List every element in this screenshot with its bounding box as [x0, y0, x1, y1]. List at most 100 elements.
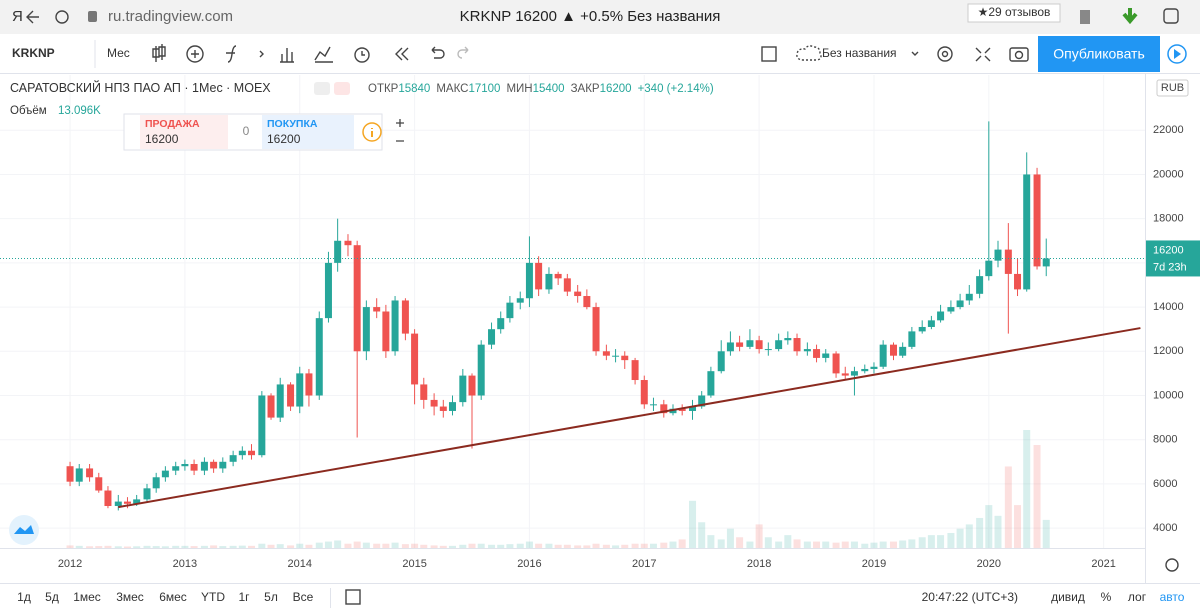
volume-bar: [516, 543, 524, 548]
candle-body: [497, 318, 505, 330]
buy-price[interactable]: 16200: [267, 132, 301, 146]
close-value: 16200: [600, 83, 632, 95]
volume-bar: [75, 545, 83, 548]
publish-label[interactable]: Опубликовать: [1053, 46, 1145, 62]
low-value: 15400: [533, 83, 565, 95]
sell-label[interactable]: ПРОДАЖА: [145, 118, 200, 130]
range-button[interactable]: 1д: [17, 590, 31, 604]
url[interactable]: ru.tradingview.com: [108, 8, 233, 25]
settings-icon[interactable]: [1165, 558, 1179, 572]
range-button[interactable]: 3мес: [116, 590, 144, 604]
price-label-box: [1146, 240, 1200, 277]
candle-body: [822, 353, 830, 358]
x-tick-label: 2018: [747, 558, 771, 570]
tool-icons[interactable]: [152, 44, 1029, 63]
extension-icon[interactable]: [1163, 8, 1179, 24]
y-tick-label: 20000: [1153, 168, 1184, 180]
candle-body: [181, 464, 189, 467]
candle-body: [698, 395, 706, 407]
candle-body: [468, 375, 476, 396]
candle-body: [889, 344, 897, 356]
volume-bar: [143, 545, 151, 548]
high-label: МАКС: [436, 83, 468, 95]
buy-label[interactable]: ПОКУПКА: [267, 118, 318, 130]
volume-bar: [918, 537, 926, 548]
layout-dropdown[interactable]: [911, 51, 919, 56]
symbol[interactable]: KRKNP: [12, 46, 55, 60]
candle-body: [908, 331, 916, 347]
x-tick-label: 2016: [517, 558, 541, 570]
interval[interactable]: Мес: [107, 46, 130, 60]
volume-bar: [822, 541, 830, 548]
legend-btn[interactable]: [314, 82, 330, 95]
axis-option[interactable]: лог: [1128, 590, 1147, 604]
axis-option[interactable]: %: [1101, 590, 1112, 604]
candle-body: [689, 406, 697, 411]
volume-bar: [324, 541, 332, 548]
candle-body: [1014, 273, 1022, 290]
axis-option[interactable]: дивид: [1051, 590, 1085, 604]
currency[interactable]: RUB: [1161, 82, 1184, 94]
volume-bar: [267, 544, 275, 548]
volume-bar: [717, 539, 725, 548]
volume-bar: [181, 545, 189, 548]
axis-option[interactable]: авто: [1160, 590, 1185, 604]
candle-body: [276, 384, 284, 418]
back-button[interactable]: [26, 10, 39, 24]
tv-logo[interactable]: [9, 515, 39, 545]
currency-box[interactable]: [1156, 79, 1189, 97]
candle-body: [305, 373, 313, 396]
x-tick-label: 2014: [288, 558, 312, 570]
play-button[interactable]: [1167, 44, 1187, 64]
range-button[interactable]: Все: [293, 590, 314, 604]
x-tick-label: 2012: [58, 558, 82, 570]
volume-bar: [287, 545, 295, 548]
publish-button[interactable]: [1038, 36, 1160, 72]
volume-bar: [545, 543, 553, 548]
sell-button[interactable]: [140, 115, 228, 149]
range-button[interactable]: 5л: [264, 590, 278, 604]
volume-bar: [172, 545, 180, 548]
candle-body: [870, 366, 878, 369]
candle-body: [535, 262, 543, 290]
volume-bar: [669, 541, 677, 548]
candle-body: [229, 455, 237, 462]
candle-body: [86, 468, 94, 478]
layout-name[interactable]: Без названия: [822, 46, 897, 60]
range-button[interactable]: 1г: [238, 590, 250, 604]
reload-button[interactable]: [55, 10, 69, 24]
volume-label: Объём: [10, 105, 47, 117]
candle-body: [956, 300, 964, 308]
range-button[interactable]: 1мес: [73, 590, 101, 604]
reviews-box[interactable]: [967, 3, 1061, 23]
candle-body: [918, 326, 926, 332]
sell-price[interactable]: 16200: [145, 132, 179, 146]
candle-body: [813, 349, 821, 358]
candle-body: [861, 368, 869, 372]
candle-body: [362, 307, 370, 352]
volume-bar: [411, 543, 419, 548]
volume-bar: [832, 542, 840, 548]
buy-button[interactable]: [262, 115, 354, 149]
volume-bar: [190, 546, 198, 548]
download-icon[interactable]: [1122, 8, 1138, 25]
volume-bar: [850, 541, 858, 548]
candle-body: [258, 395, 266, 456]
candle-body: [401, 300, 409, 334]
candle-body: [190, 464, 198, 471]
zoom-buttons[interactable]: [396, 119, 404, 142]
volume-bar: [621, 544, 629, 548]
date-range-icon[interactable]: [345, 589, 361, 605]
bookmark-icon[interactable]: [1080, 10, 1090, 24]
reviews[interactable]: ★29 отзывов: [978, 5, 1051, 19]
range-button[interactable]: 5д: [45, 590, 59, 604]
volume-bar: [870, 542, 878, 548]
info-icon[interactable]: [362, 122, 382, 142]
volume-bar: [841, 541, 849, 548]
candle-body: [152, 477, 160, 489]
legend-btn[interactable]: [334, 82, 350, 95]
range-button[interactable]: 6мес: [159, 590, 187, 604]
lock-icon: [88, 11, 97, 22]
range-button[interactable]: YTD: [201, 590, 225, 604]
browser-logo[interactable]: Я: [12, 8, 23, 25]
